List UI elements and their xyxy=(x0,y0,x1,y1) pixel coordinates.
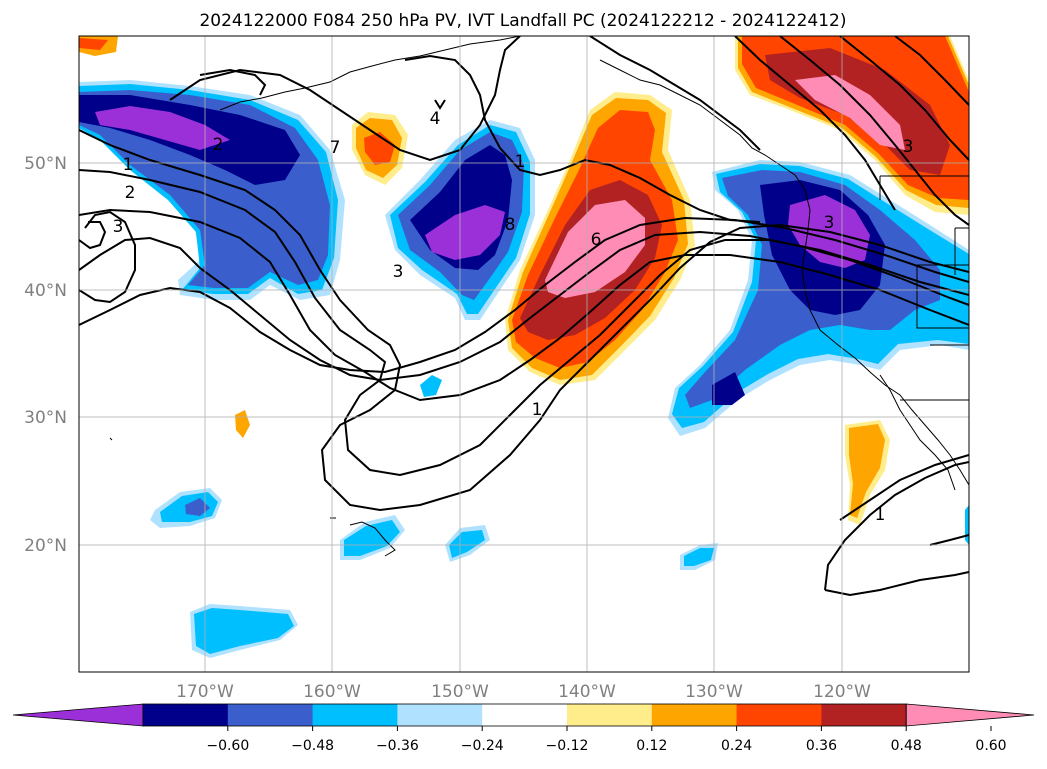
contour-label: 3 xyxy=(824,213,835,233)
map-frame xyxy=(78,35,970,673)
contour-label: 1 xyxy=(515,152,526,172)
contour-label: 8 xyxy=(505,215,516,235)
colorbar-frame xyxy=(142,703,907,727)
colorbar-segment xyxy=(312,704,398,726)
colorbar-tick-label: 0.24 xyxy=(721,738,752,754)
contour-labels: 1 2 3 4 7 8 6 1 3 1 2 1 3 3 xyxy=(113,109,914,525)
lat-label: 40°N xyxy=(24,281,67,301)
lat-label: 30°N xyxy=(24,408,67,428)
pv-anomaly-positive-topleft xyxy=(79,36,118,56)
colorbar-tick-label: −0.48 xyxy=(291,738,334,754)
colorbar-tick-label: −0.12 xyxy=(546,738,589,754)
contour-label: 1 xyxy=(532,400,543,420)
figure-title: 2024122000 F084 250 hPa PV, IVT Landfall… xyxy=(199,11,846,31)
contour-label: 2 xyxy=(213,135,224,155)
colorbar-extend-min xyxy=(12,703,144,727)
contour-label: 3 xyxy=(113,217,124,237)
lon-label: 140°W xyxy=(558,682,616,702)
lon-label: 160°W xyxy=(303,682,361,702)
lat-label: 50°N xyxy=(24,154,67,174)
colorbar-extend-max xyxy=(905,703,1035,727)
colorbar-segment xyxy=(821,704,907,726)
map-area: 1 2 3 4 7 8 6 1 3 1 2 1 3 3 xyxy=(79,36,969,672)
contour-label: 1 xyxy=(875,505,886,525)
colorbar-segment xyxy=(227,704,314,726)
pv-anomaly-negative-east xyxy=(668,160,969,436)
contour-label: 3 xyxy=(903,137,914,157)
colorbar-tick-label: 0.60 xyxy=(975,738,1006,754)
colorbar: −0.60 −0.48 −0.36 −0.24 −0.12 0.12 0.24 0.36 0.4… xyxy=(12,703,1035,754)
graticule xyxy=(79,36,969,672)
colorbar-tick-label: 0.12 xyxy=(636,738,667,754)
lon-label: 150°W xyxy=(431,682,489,702)
colorbar-tick-label: −0.36 xyxy=(376,738,419,754)
colorbar-segment xyxy=(482,704,568,726)
pv-anomaly-positive-baja xyxy=(845,420,890,525)
pv-anomaly-positive-ridge xyxy=(505,92,695,385)
longitude-labels: 170°W 160°W 150°W 140°W 130°W 120°W xyxy=(176,682,871,702)
contour-label: 2 xyxy=(125,183,136,203)
colorbar-segment xyxy=(736,704,822,726)
colorbar-segment xyxy=(651,704,738,726)
contour-label: 4 xyxy=(430,109,441,129)
colorbar-tick-label: −0.24 xyxy=(461,738,504,754)
pv-anomaly-negative-center xyxy=(385,120,535,320)
colorbar-tick-label: 0.36 xyxy=(806,738,837,754)
colorbar-tick-label: 0.48 xyxy=(891,738,922,754)
colorbar-segment xyxy=(397,704,483,726)
pc-contours xyxy=(79,36,969,597)
lon-label: 130°W xyxy=(685,682,743,702)
contour-label: 6 xyxy=(591,230,602,250)
pv-small-features xyxy=(150,375,969,658)
contour-label: 3 xyxy=(393,262,404,282)
lon-label: 170°W xyxy=(176,682,234,702)
contour-label: 1 xyxy=(123,155,134,175)
lon-label: 120°W xyxy=(813,682,871,702)
colorbar-tick-label: −0.60 xyxy=(206,738,249,754)
contour-label: 7 xyxy=(330,138,341,158)
lat-label: 20°N xyxy=(24,536,67,556)
latitude-labels: 50°N 40°N 30°N 20°N xyxy=(24,154,67,556)
colorbar-segment xyxy=(567,704,653,726)
coastlines xyxy=(109,36,969,557)
colorbar-segment xyxy=(143,704,229,726)
